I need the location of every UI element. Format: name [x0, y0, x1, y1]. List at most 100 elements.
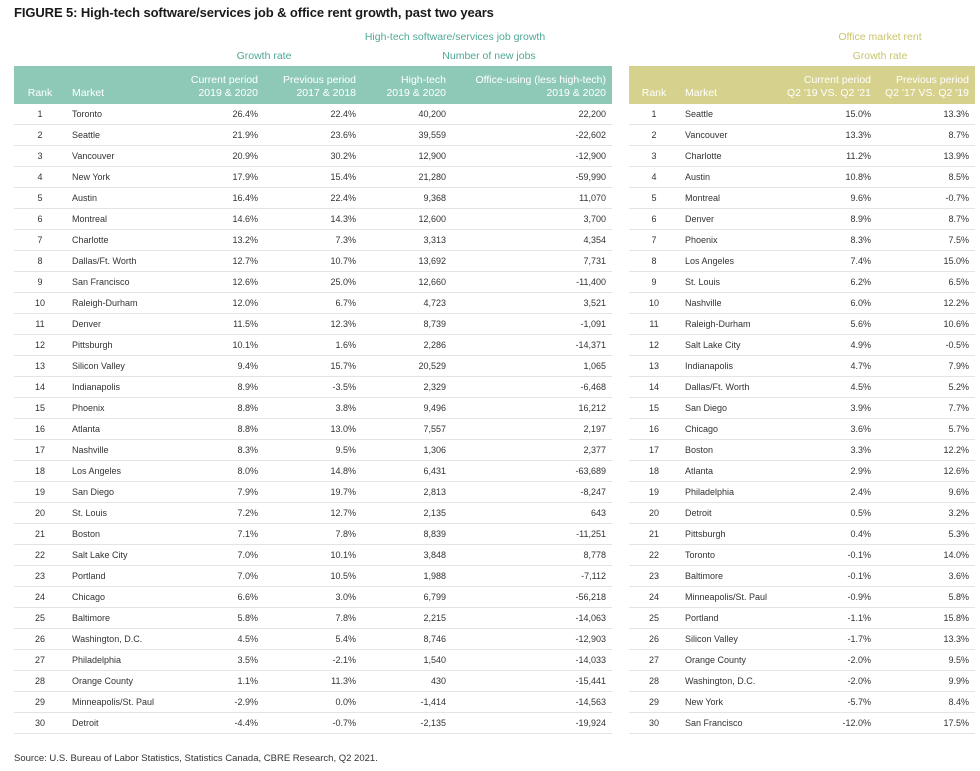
rank-cell: 18 — [14, 460, 66, 482]
rank-cell: 30 — [14, 712, 66, 734]
high-tech-jobs-cell: 7,557 — [362, 418, 452, 440]
office-using-jobs-cell: 4,354 — [452, 229, 612, 251]
table-row: 15 Phoenix 8.8% 3.8% 9,496 16,212 — [14, 397, 612, 419]
current-rent-growth-cell: 2.4% — [779, 481, 877, 503]
table-row: 10 Nashville 6.0% 12.2% — [629, 292, 975, 314]
market-cell: New York — [66, 166, 166, 188]
previous-rent-growth-cell: 6.5% — [877, 271, 975, 293]
rank-cell: 1 — [14, 104, 66, 125]
current-rent-growth-cell: 15.0% — [779, 104, 877, 125]
previous-rent-growth-cell: 5.3% — [877, 523, 975, 545]
rank-cell: 9 — [14, 271, 66, 293]
high-tech-jobs-cell: 1,540 — [362, 649, 452, 671]
rank-cell: 14 — [14, 376, 66, 398]
rank-cell: 15 — [14, 397, 66, 419]
market-cell: San Diego — [66, 481, 166, 503]
current-growth-cell: 17.9% — [166, 166, 264, 188]
rank-cell: 7 — [629, 229, 679, 251]
rank-cell: 16 — [14, 418, 66, 440]
previous-growth-cell: 10.7% — [264, 250, 362, 272]
job-growth-header-row: Rank Market Current period 2019 & 2020 P… — [14, 66, 612, 104]
rank-cell: 3 — [629, 145, 679, 167]
rank-cell: 12 — [14, 334, 66, 356]
office-using-header: Office-using (less high-tech) 2019 & 202… — [452, 66, 612, 104]
market-cell: Seattle — [679, 104, 779, 125]
previous-growth-cell: 30.2% — [264, 145, 362, 167]
table-row: 17 Nashville 8.3% 9.5% 1,306 2,377 — [14, 439, 612, 461]
high-tech-jobs-cell: 4,723 — [362, 292, 452, 314]
previous-rent-growth-cell: 3.6% — [877, 565, 975, 587]
high-tech-jobs-cell: 6,431 — [362, 460, 452, 482]
rank-cell: 7 — [14, 229, 66, 251]
office-using-jobs-cell: -22,602 — [452, 124, 612, 146]
previous-rent-growth-cell: 10.6% — [877, 313, 975, 335]
rank-cell: 26 — [14, 628, 66, 650]
market-cell: Dallas/Ft. Worth — [66, 250, 166, 272]
rank-cell: 20 — [629, 502, 679, 524]
rank-cell: 8 — [14, 250, 66, 272]
rank-cell: 9 — [629, 271, 679, 293]
table-row: 26 Silicon Valley -1.7% 13.3% — [629, 628, 975, 650]
high-tech-jobs-cell: 39,559 — [362, 124, 452, 146]
previous-growth-cell: 11.3% — [264, 670, 362, 692]
rank-cell: 25 — [629, 607, 679, 629]
market-cell: Austin — [679, 166, 779, 188]
previous-rent-growth-cell: 5.7% — [877, 418, 975, 440]
rent-previous-period-header-line1: Previous period — [896, 74, 969, 86]
previous-growth-cell: 22.4% — [264, 187, 362, 209]
rent-market-header: Market — [679, 66, 779, 104]
right-subheading-growth-rate: Growth rate — [852, 50, 908, 62]
current-growth-cell: 9.4% — [166, 355, 264, 377]
rank-cell: 15 — [629, 397, 679, 419]
office-using-jobs-cell: -14,371 — [452, 334, 612, 356]
market-cell: Indianapolis — [66, 376, 166, 398]
rank-cell: 29 — [629, 691, 679, 713]
office-using-jobs-cell: -14,033 — [452, 649, 612, 671]
rank-cell: 28 — [14, 670, 66, 692]
previous-rent-growth-cell: 9.6% — [877, 481, 975, 503]
rank-cell: 2 — [629, 124, 679, 146]
high-tech-jobs-cell: 3,313 — [362, 229, 452, 251]
table-row: 17 Boston 3.3% 12.2% — [629, 439, 975, 461]
market-cell: Pittsburgh — [679, 523, 779, 545]
rank-cell: 22 — [14, 544, 66, 566]
current-growth-cell: 7.2% — [166, 502, 264, 524]
left-subheading-new-jobs: Number of new jobs — [442, 50, 536, 62]
current-growth-cell: 11.5% — [166, 313, 264, 335]
table-row: 10 Raleigh-Durham 12.0% 6.7% 4,723 3,521 — [14, 292, 612, 314]
current-period-header-line1: Current period — [190, 74, 258, 86]
rank-cell: 25 — [14, 607, 66, 629]
market-cell: Detroit — [679, 502, 779, 524]
rank-cell: 6 — [14, 208, 66, 230]
office-rent-table: Rank Market Current period Q2 '19 VS. Q2… — [629, 66, 975, 734]
office-using-jobs-cell: -1,091 — [452, 313, 612, 335]
market-cell: Portland — [66, 565, 166, 587]
current-rent-growth-cell: 3.9% — [779, 397, 877, 419]
table-row: 11 Raleigh-Durham 5.6% 10.6% — [629, 313, 975, 335]
previous-rent-growth-cell: -0.7% — [877, 187, 975, 209]
previous-period-header: Previous period 2017 & 2018 — [264, 66, 362, 104]
office-using-jobs-cell: -63,689 — [452, 460, 612, 482]
rank-cell: 23 — [14, 565, 66, 587]
current-growth-cell: 8.8% — [166, 397, 264, 419]
current-rent-growth-cell: 7.4% — [779, 250, 877, 272]
rank-cell: 24 — [14, 586, 66, 608]
previous-growth-cell: 23.6% — [264, 124, 362, 146]
previous-rent-growth-cell: 13.9% — [877, 145, 975, 167]
market-cell: Toronto — [66, 104, 166, 125]
rank-cell: 5 — [629, 187, 679, 209]
table-row: 8 Dallas/Ft. Worth 12.7% 10.7% 13,692 7,731 — [14, 250, 612, 272]
table-row: 13 Silicon Valley 9.4% 15.7% 20,529 1,065 — [14, 355, 612, 377]
table-row: 3 Vancouver 20.9% 30.2% 12,900 -12,900 — [14, 145, 612, 167]
table-row: 2 Seattle 21.9% 23.6% 39,559 -22,602 — [14, 124, 612, 146]
current-rent-growth-cell: -2.0% — [779, 649, 877, 671]
table-row: 29 New York -5.7% 8.4% — [629, 691, 975, 713]
previous-growth-cell: 19.7% — [264, 481, 362, 503]
previous-growth-cell: 7.8% — [264, 523, 362, 545]
previous-rent-growth-cell: 12.2% — [877, 292, 975, 314]
current-growth-cell: 7.0% — [166, 565, 264, 587]
office-using-header-line1: Office-using (less high-tech) — [475, 74, 606, 86]
market-cell: San Francisco — [66, 271, 166, 293]
high-tech-jobs-cell: 21,280 — [362, 166, 452, 188]
office-using-jobs-cell: 11,070 — [452, 187, 612, 209]
